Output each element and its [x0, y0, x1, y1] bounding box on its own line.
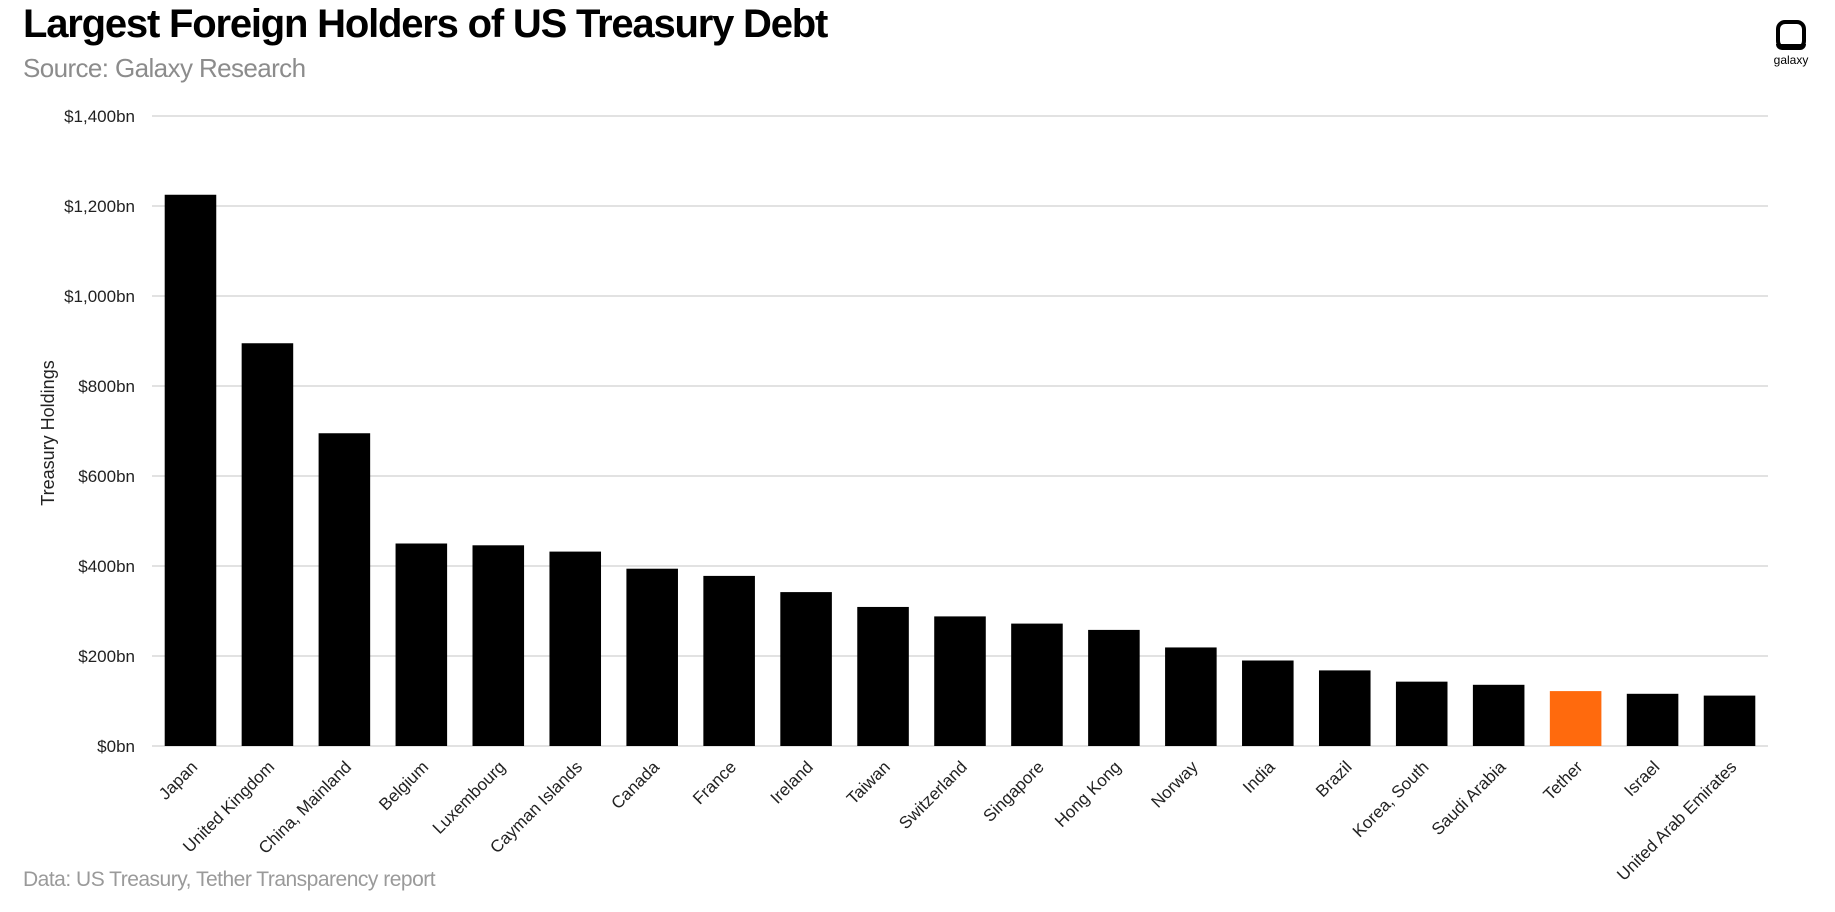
x-tick-label: Korea, South [1349, 757, 1433, 841]
y-tick-label: $800bn [78, 377, 135, 396]
x-tick-label: Taiwan [843, 757, 894, 808]
bar-cayman-islands [549, 551, 602, 746]
x-tick-label: Belgium [375, 757, 432, 814]
bar-india [1242, 660, 1294, 746]
x-tick-label: Brazil [1312, 757, 1355, 800]
bar-china-mainland [318, 433, 371, 746]
bar-brazil [1318, 670, 1371, 746]
x-tick-label: Canada [607, 757, 663, 813]
x-tick-label: Switzerland [895, 757, 971, 833]
x-tick-label: France [689, 757, 740, 808]
bar-canada [626, 568, 678, 746]
bar-france [703, 575, 755, 746]
bar-united-kingdom [241, 343, 294, 746]
x-tick-label: Hong Kong [1051, 757, 1125, 831]
logo-text: galaxy [1773, 53, 1809, 67]
x-tick-label: India [1239, 757, 1279, 797]
bar-ireland [780, 592, 832, 746]
chart-subtitle: Source: Galaxy Research [23, 53, 306, 83]
galaxy-logo-icon [1776, 20, 1806, 50]
chart-title: Largest Foreign Holders of US Treasury D… [23, 2, 828, 46]
x-tick-label: Ireland [767, 757, 817, 807]
x-tick-label: Saudi Arabia [1428, 757, 1510, 839]
y-tick-label: $0bn [97, 737, 135, 756]
y-axis-title: Treasury Holdings [38, 360, 58, 505]
galaxy-logo: galaxy [1761, 20, 1821, 67]
bar-belgium [395, 543, 448, 746]
x-tick-label: Japan [155, 757, 201, 803]
x-tick-label: Tether [1540, 757, 1587, 804]
x-tick-label: Norway [1148, 757, 1203, 812]
x-tick-label: Singapore [980, 757, 1048, 825]
y-tick-label: $400bn [78, 557, 135, 576]
y-tick-label: $1,200bn [64, 197, 135, 216]
x-tick-label: Luxembourg [429, 757, 509, 837]
bar-hong-kong [1088, 629, 1140, 746]
bar-norway [1165, 647, 1217, 746]
y-tick-label: $200bn [78, 647, 135, 666]
y-tick-label: $1,000bn [64, 287, 135, 306]
y-tick-label: $1,400bn [64, 107, 135, 126]
bar-singapore [1011, 623, 1063, 746]
bar-korea-south [1395, 681, 1448, 746]
data-source-note: Data: US Treasury, Tether Transparency r… [23, 868, 436, 891]
y-axis-ticks: $0bn $200bn $400bn $600bn $800bn $1,000bn $1,2… [64, 107, 135, 756]
bar-luxembourg [472, 545, 525, 746]
bar-united-arab-emirates [1703, 695, 1756, 746]
y-tick-label: $600bn [78, 467, 135, 486]
bar-switzerland [934, 616, 986, 746]
bar-saudi-arabia [1472, 684, 1525, 746]
bar-japan [164, 194, 217, 746]
bar-tether [1549, 691, 1602, 746]
bar-israel [1626, 693, 1679, 746]
bars [164, 194, 1756, 746]
bar-taiwan [857, 606, 909, 746]
x-tick-label: Israel [1621, 757, 1664, 800]
